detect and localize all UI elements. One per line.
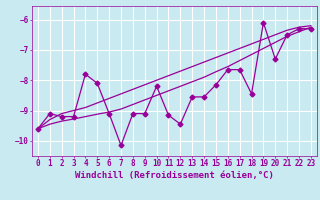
X-axis label: Windchill (Refroidissement éolien,°C): Windchill (Refroidissement éolien,°C) — [75, 171, 274, 180]
